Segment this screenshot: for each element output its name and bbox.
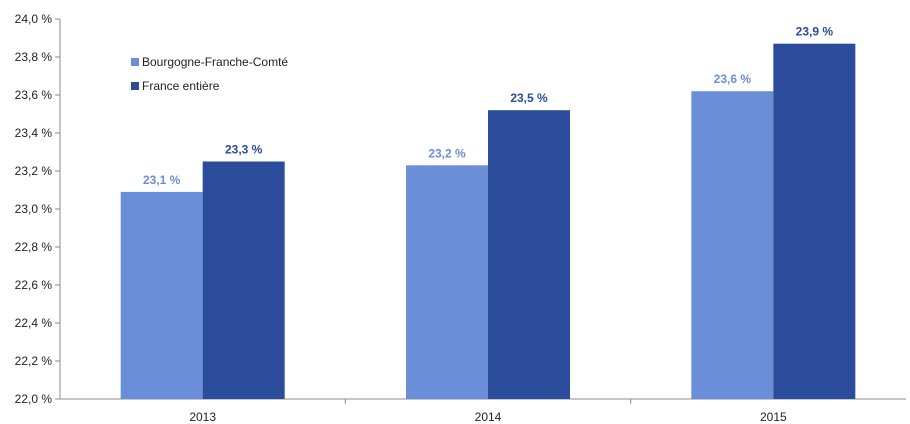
bar-region-2013 bbox=[120, 191, 203, 399]
legend-label: France entière bbox=[142, 79, 220, 93]
y-tick-label: 22,0 % bbox=[15, 392, 53, 406]
bar-region-2015 bbox=[691, 91, 774, 399]
y-tick-label: 22,2 % bbox=[15, 354, 53, 368]
y-tick-label: 22,8 % bbox=[15, 240, 53, 254]
data-label: 23,2 % bbox=[428, 146, 466, 160]
y-tick-label: 23,0 % bbox=[15, 202, 53, 216]
y-tick-label: 23,8 % bbox=[15, 50, 53, 64]
y-tick-label: 24,0 % bbox=[15, 12, 53, 26]
data-label: 23,5 % bbox=[510, 91, 548, 105]
x-tick-label: 2014 bbox=[475, 410, 502, 424]
y-tick-label: 23,2 % bbox=[15, 164, 53, 178]
bars: 23,1 % 23,2 % 23,6 % 23,3 % 23,5 % 23,9 % bbox=[120, 25, 856, 399]
legend: Bourgogne-Franche-Comté France entière bbox=[131, 55, 288, 93]
legend-swatch bbox=[131, 82, 139, 90]
bar-france-2013 bbox=[202, 161, 285, 399]
x-tick-label: 2015 bbox=[760, 410, 787, 424]
legend-label: Bourgogne-Franche-Comté bbox=[142, 55, 288, 69]
x-tick-label: 2013 bbox=[189, 410, 216, 424]
data-label: 23,9 % bbox=[796, 25, 834, 39]
bar-region-2014 bbox=[406, 165, 488, 399]
bar-france-2015 bbox=[773, 43, 856, 399]
legend-swatch bbox=[131, 58, 139, 66]
data-label: 23,3 % bbox=[225, 143, 263, 157]
y-tick-label: 22,4 % bbox=[15, 316, 53, 330]
data-label: 23,6 % bbox=[714, 72, 752, 86]
data-label: 23,1 % bbox=[143, 173, 181, 187]
y-tick-label: 22,6 % bbox=[15, 278, 53, 292]
axes: 22,0 % 22,2 % 22,4 % 22,6 % 22,8 % 23,0 % 23,2… bbox=[15, 12, 906, 424]
y-tick-label: 23,6 % bbox=[15, 88, 53, 102]
bar-france-2014 bbox=[488, 110, 570, 399]
y-tick-label: 23,4 % bbox=[15, 126, 53, 140]
